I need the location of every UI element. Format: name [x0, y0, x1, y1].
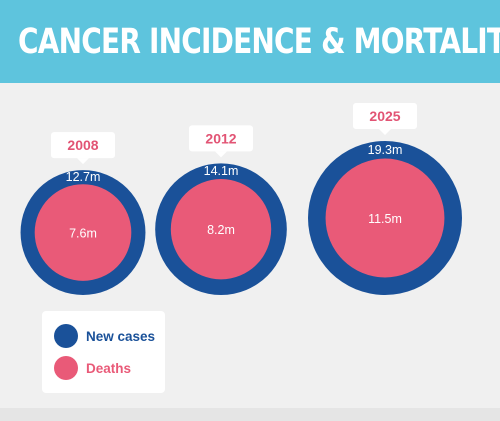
legend-label-new-cases: New cases	[86, 328, 156, 344]
year-callout-box	[353, 103, 417, 129]
year-label-2012: 2012	[205, 130, 236, 146]
year-callout-box	[189, 125, 253, 152]
year-callout-2025: 2025	[353, 103, 417, 135]
bottom-band	[0, 408, 500, 421]
year-callout-pointer	[379, 129, 391, 135]
header-bar: CANCER INCIDENCE & MORTALITY	[0, 0, 500, 83]
year-label-2025: 2025	[369, 108, 400, 124]
new-cases-label-2008: 12.7m	[66, 170, 101, 184]
year-callout-pointer	[77, 158, 89, 165]
legend-label-deaths: Deaths	[86, 360, 132, 376]
legend-item-new-cases: New cases	[54, 324, 155, 348]
legend-item-deaths: Deaths	[54, 356, 131, 380]
bubble-deaths-2025	[325, 158, 445, 278]
new-cases-label-2012: 14.1m	[204, 164, 239, 178]
legend-swatch-deaths	[54, 356, 78, 380]
bubble-deaths-2012	[170, 178, 272, 280]
year-callout-2012: 2012	[189, 125, 253, 158]
bubble-deaths-2008	[34, 184, 132, 281]
deaths-label-2008: 7.6m	[69, 227, 97, 241]
deaths-label-2012: 8.2m	[207, 223, 235, 237]
year-callout-pointer	[215, 151, 227, 158]
year-callout-2008: 2008	[51, 132, 115, 165]
deaths-label-2025: 11.5m	[368, 212, 402, 226]
legend-swatch-new-cases	[54, 324, 78, 348]
new-cases-label-2025: 19.3m	[368, 143, 403, 157]
year-callout-box	[51, 132, 115, 159]
year-label-2008: 2008	[67, 137, 98, 153]
page-title: CANCER INCIDENCE & MORTALITY	[18, 22, 500, 62]
chart-legend: New cases Deaths	[42, 311, 165, 393]
